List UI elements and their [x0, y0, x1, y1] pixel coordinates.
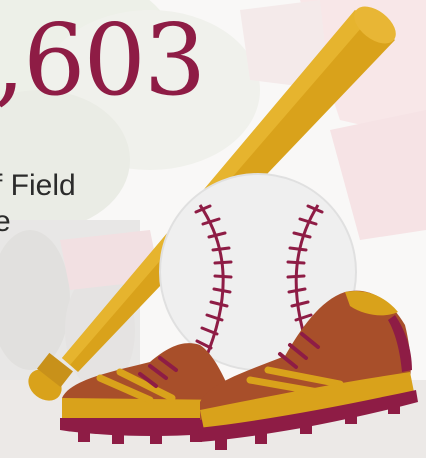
- stat-description-line-2: e: [0, 205, 11, 238]
- stat-description: f Field e: [0, 168, 76, 240]
- stat-number: ,603: [0, 4, 206, 118]
- stat-description-line-1: f Field: [0, 169, 76, 202]
- cleats-icon: [60, 290, 418, 450]
- baseball-icon: [159, 173, 357, 371]
